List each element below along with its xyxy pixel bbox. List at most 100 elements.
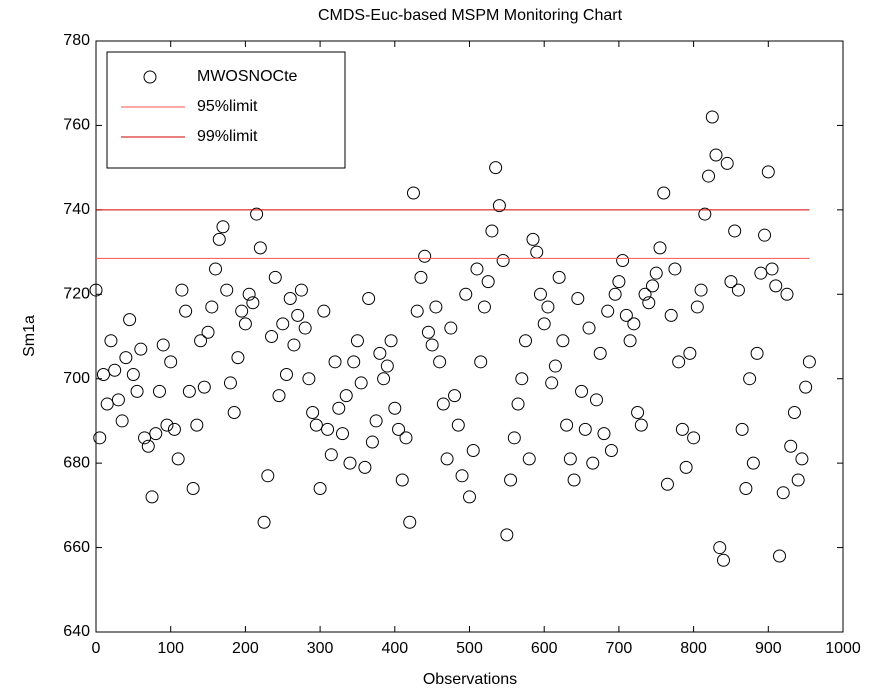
point [395, 473, 409, 487]
point [780, 287, 794, 301]
point [769, 279, 783, 293]
point [683, 346, 697, 360]
x-tick-label: 200 [232, 640, 259, 657]
point [212, 232, 226, 246]
point [761, 165, 775, 179]
point [463, 490, 476, 504]
point [309, 418, 323, 432]
point [563, 452, 577, 466]
point [350, 334, 364, 348]
y-tick-label: 700 [63, 370, 90, 387]
point [552, 270, 566, 284]
point [291, 308, 305, 322]
point [653, 241, 667, 255]
point [377, 372, 391, 386]
point [403, 515, 417, 529]
point [604, 443, 618, 457]
point [182, 384, 196, 398]
point [616, 254, 630, 268]
point [709, 148, 723, 162]
point [660, 477, 674, 491]
y-tick-label: 640 [63, 623, 90, 640]
point [209, 262, 223, 276]
point [799, 380, 813, 394]
point [795, 452, 809, 466]
point [519, 334, 533, 348]
point [448, 389, 462, 403]
point [687, 431, 701, 445]
point [306, 405, 320, 419]
point [758, 228, 772, 242]
point [451, 418, 465, 432]
point [141, 439, 155, 453]
point [257, 515, 271, 529]
point [746, 456, 760, 470]
point [548, 359, 562, 373]
point [713, 541, 727, 555]
point [511, 397, 525, 411]
point [223, 376, 237, 390]
point [93, 431, 107, 445]
point [130, 384, 144, 398]
point [526, 232, 540, 246]
point [608, 287, 622, 301]
point [253, 241, 267, 255]
point [433, 355, 447, 369]
point [429, 300, 443, 314]
point [612, 275, 626, 289]
point [317, 304, 331, 318]
point [242, 287, 256, 301]
point [784, 439, 798, 453]
point [388, 401, 402, 415]
x-tick-label: 600 [531, 640, 558, 657]
point [186, 481, 200, 495]
point [287, 338, 301, 352]
point [619, 308, 633, 322]
point [672, 355, 686, 369]
point [343, 456, 357, 470]
point [791, 473, 805, 487]
point [160, 418, 174, 432]
point [496, 254, 510, 268]
legend-label: 99%limit [197, 128, 258, 145]
x-tick-label: 400 [381, 640, 408, 657]
point [336, 427, 350, 441]
point [231, 351, 245, 365]
point [108, 363, 122, 377]
point [197, 380, 211, 394]
point [705, 110, 719, 124]
point [205, 300, 219, 314]
point [541, 300, 555, 314]
point [765, 262, 779, 276]
point [279, 367, 293, 381]
x-tick-label: 800 [680, 640, 707, 657]
point [578, 422, 592, 436]
point [111, 393, 125, 407]
point [100, 397, 114, 411]
point [492, 199, 506, 213]
point [365, 435, 379, 449]
point [500, 528, 514, 542]
x-tick-label: 700 [606, 640, 633, 657]
y-tick-label: 720 [63, 286, 90, 303]
x-tick-label: 100 [157, 640, 184, 657]
point [481, 275, 495, 289]
point [268, 270, 282, 284]
point [324, 448, 338, 462]
point [515, 372, 529, 386]
point [657, 186, 671, 200]
point [194, 334, 208, 348]
y-tick-label: 660 [63, 539, 90, 556]
point [227, 405, 241, 419]
point [601, 304, 615, 318]
point [646, 279, 660, 293]
point [560, 418, 574, 432]
point [410, 304, 424, 318]
point [485, 224, 499, 238]
point [702, 169, 716, 183]
point [440, 452, 454, 466]
point [414, 270, 428, 284]
point [675, 422, 689, 436]
point [739, 481, 753, 495]
point [369, 414, 383, 428]
